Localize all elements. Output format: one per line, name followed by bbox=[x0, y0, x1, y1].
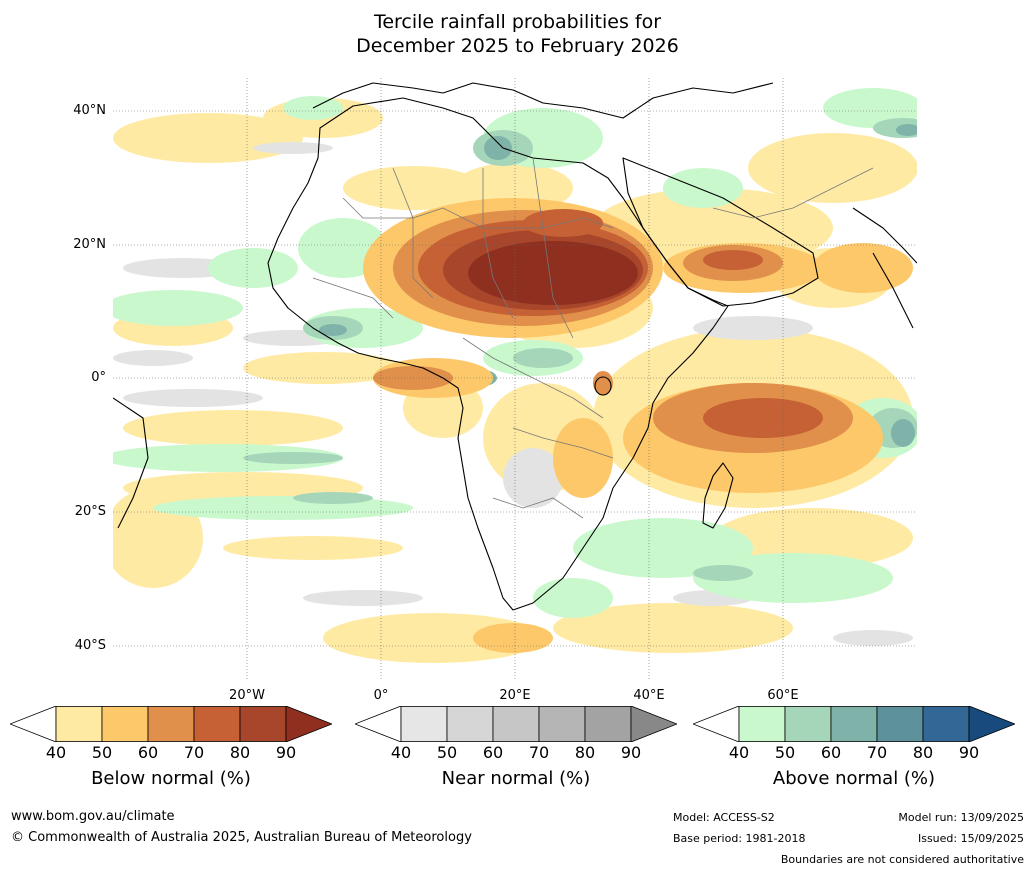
colorbar-segment bbox=[55, 706, 103, 742]
colorbar-tick-label: 40 bbox=[390, 743, 412, 762]
colorbar-left-extension bbox=[355, 706, 402, 742]
colorbar-segment bbox=[400, 706, 448, 742]
country-borders bbox=[312, 157, 874, 519]
colorbar-ticks: 40 50 60 70 80 90 bbox=[693, 744, 1015, 764]
footer-url: www.bom.gov.au/climate bbox=[11, 809, 175, 824]
lat-label-40s: 40°S bbox=[74, 638, 106, 653]
lon-label-0: 0° bbox=[373, 688, 389, 703]
probability-shading bbox=[113, 88, 917, 663]
colorbar-caption-near-normal: Near normal (%) bbox=[441, 768, 591, 789]
colorbar-segment bbox=[538, 706, 586, 742]
map-title-line-1: Tercile rainfall probabilities for bbox=[373, 11, 662, 33]
colorbar-tick-label: 50 bbox=[91, 743, 113, 762]
colorbar-segment bbox=[876, 706, 924, 742]
colorbar-segment bbox=[830, 706, 878, 742]
colorbar-tick-label: 60 bbox=[482, 743, 504, 762]
colorbar-left-extension bbox=[10, 706, 57, 742]
colorbar-caption-below-normal: Below normal (%) bbox=[91, 768, 251, 789]
colorbar-segment bbox=[922, 706, 970, 742]
lat-label-equator: 0° bbox=[91, 370, 106, 385]
colorbar-tick-label: 50 bbox=[774, 743, 796, 762]
colorbar-segment bbox=[239, 706, 287, 742]
colorbar-tick-label: 50 bbox=[436, 743, 458, 762]
lat-label-20s: 20°S bbox=[74, 504, 106, 519]
rainfall-probability-map bbox=[113, 78, 917, 680]
colorbar-caption-above-normal: Above normal (%) bbox=[772, 768, 936, 789]
coastlines bbox=[113, 82, 917, 611]
colorbar-segment bbox=[101, 706, 149, 742]
colorbar-ticks: 40 50 60 70 80 90 bbox=[10, 744, 332, 764]
lon-label-20w: 20°W bbox=[229, 688, 265, 703]
colorbar-segment bbox=[446, 706, 494, 742]
colorbar-near-normal bbox=[355, 706, 677, 742]
colorbar-right-extension bbox=[968, 706, 1015, 742]
lon-label-40e: 40°E bbox=[633, 688, 665, 703]
lon-label-20e: 20°E bbox=[499, 688, 531, 703]
lat-label-40n: 40°N bbox=[73, 103, 106, 118]
footer-disclaimer: Boundaries are not considered authoritat… bbox=[780, 853, 1024, 866]
map-title: Tercile rainfall probabilities for Decem… bbox=[0, 10, 1035, 58]
colorbar-tick-label: 60 bbox=[820, 743, 842, 762]
colorbar-tick-label: 80 bbox=[229, 743, 251, 762]
footer-base-period: Base period: 1981-2018 bbox=[673, 832, 806, 845]
footer-model-run: Model run: 13/09/2025 bbox=[898, 811, 1024, 824]
colorbar-ticks: 40 50 60 70 80 90 bbox=[355, 744, 677, 764]
colorbar-tick-label: 40 bbox=[728, 743, 750, 762]
colorbar-tick-label: 70 bbox=[183, 743, 205, 762]
colorbar-tick-label: 60 bbox=[137, 743, 159, 762]
footer-model: Model: ACCESS-S2 bbox=[673, 811, 775, 824]
footer-issued: Issued: 15/09/2025 bbox=[917, 832, 1024, 845]
colorbar-tick-label: 90 bbox=[620, 743, 642, 762]
colorbar-segment bbox=[147, 706, 195, 742]
colorbar-segment bbox=[584, 706, 632, 742]
colorbar-tick-label: 80 bbox=[574, 743, 596, 762]
map-title-line-2: December 2025 to February 2026 bbox=[356, 35, 679, 57]
lon-label-60e: 60°E bbox=[767, 688, 799, 703]
colorbar-tick-label: 70 bbox=[866, 743, 888, 762]
colorbar-segment bbox=[492, 706, 540, 742]
colorbar-segment bbox=[784, 706, 832, 742]
colorbar-tick-label: 40 bbox=[45, 743, 67, 762]
lat-label-20n: 20°N bbox=[73, 237, 106, 252]
colorbar-left-extension bbox=[693, 706, 740, 742]
colorbar-tick-label: 80 bbox=[912, 743, 934, 762]
colorbar-tick-label: 90 bbox=[958, 743, 980, 762]
colorbar-right-extension bbox=[285, 706, 332, 742]
colorbar-above-normal bbox=[693, 706, 1015, 742]
colorbar-right-extension bbox=[630, 706, 677, 742]
footer-copyright: © Commonwealth of Australia 2025, Austra… bbox=[11, 830, 472, 845]
colorbar-below-normal bbox=[10, 706, 332, 742]
graticule bbox=[113, 78, 917, 680]
colorbar-segment bbox=[738, 706, 786, 742]
colorbar-tick-label: 70 bbox=[528, 743, 550, 762]
colorbar-segment bbox=[193, 706, 241, 742]
colorbar-tick-label: 90 bbox=[275, 743, 297, 762]
